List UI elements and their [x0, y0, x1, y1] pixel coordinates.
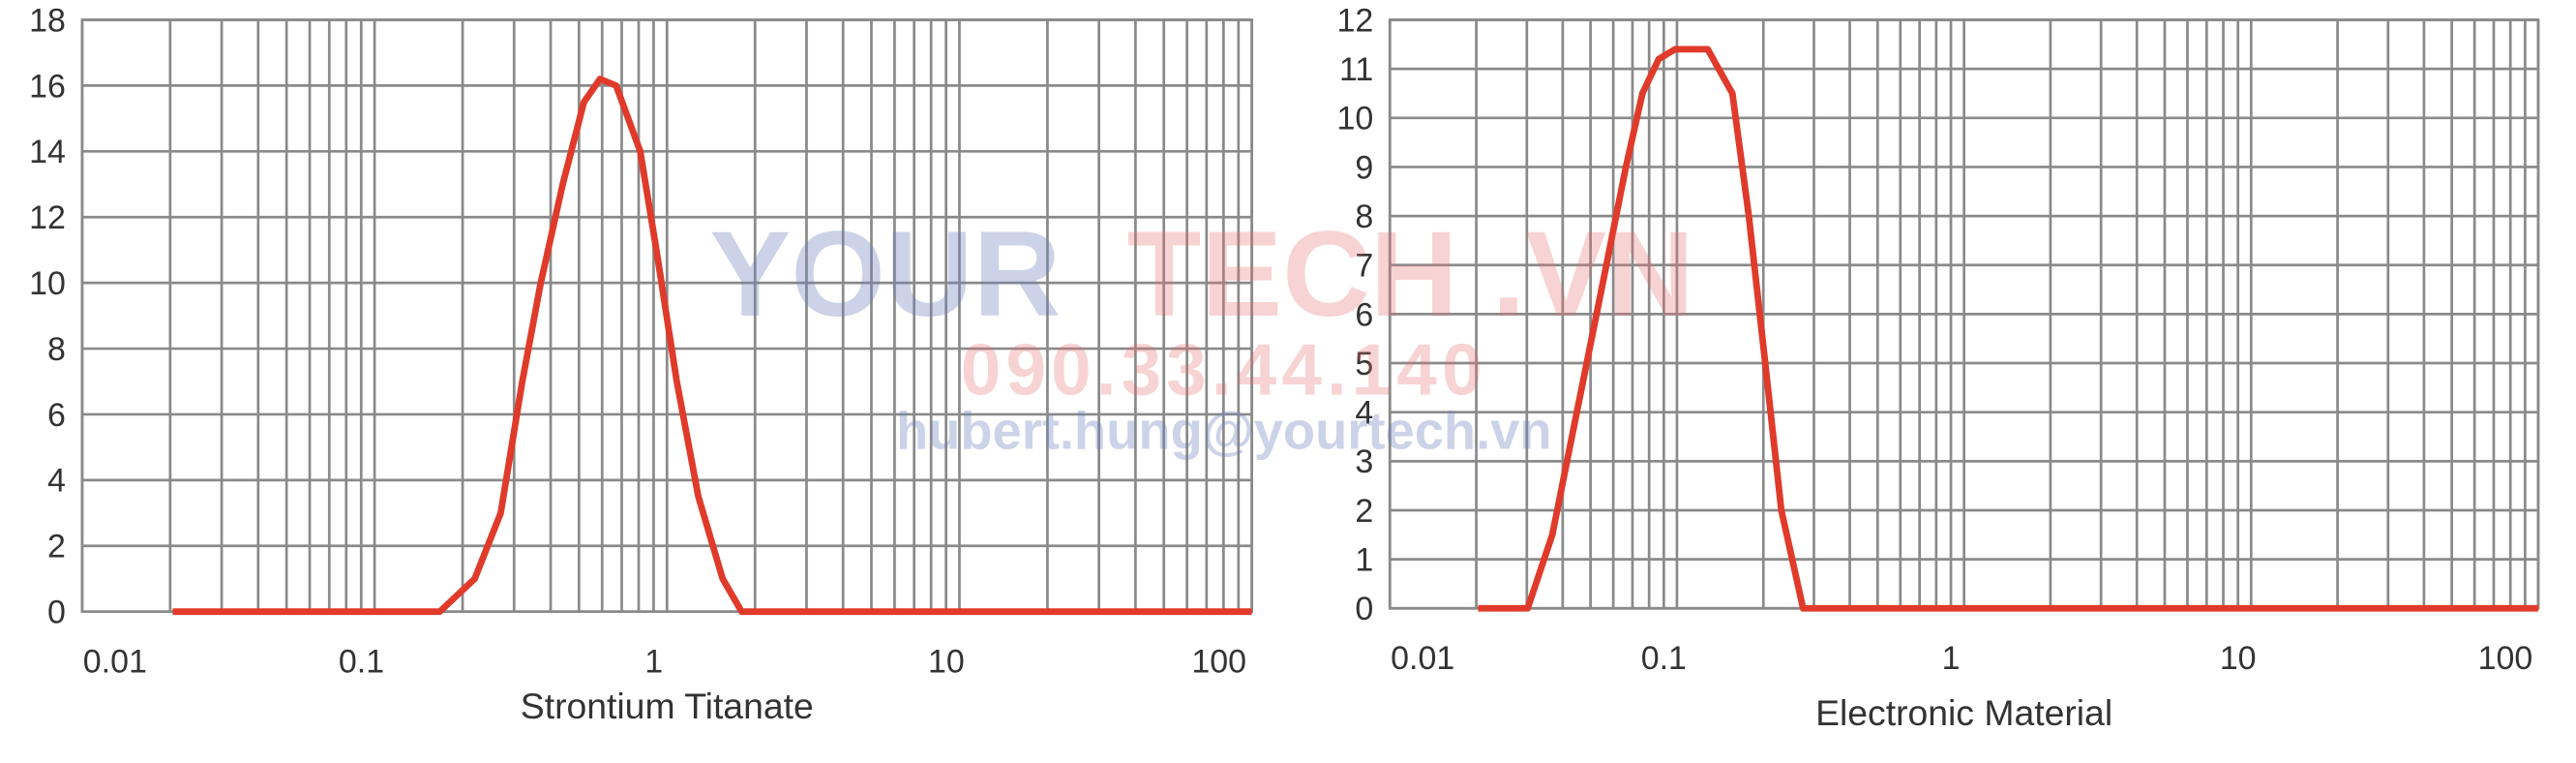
y-tick-label: 12 — [29, 199, 66, 236]
x-tick-label: 100 — [1191, 643, 1246, 680]
x-tick-label: 10 — [928, 643, 965, 680]
y-tick-label: 4 — [47, 463, 66, 500]
y-tick-label: 18 — [29, 2, 66, 39]
x-tick-label: 10 — [2220, 640, 2257, 677]
watermark-text: hubert.hung@yourtech.vn — [896, 402, 1552, 461]
x-tick-label: 0.01 — [83, 643, 147, 680]
y-tick-label: 5 — [1355, 346, 1373, 382]
chart-title: Electronic Material — [1815, 692, 2112, 733]
watermark: YOUR TECH .VN 090.33.44.140 hubert.hung@… — [709, 205, 1694, 461]
x-tick-label: 0.1 — [1641, 640, 1687, 677]
y-tick-label: 10 — [29, 265, 66, 302]
y-tick-label: 2 — [47, 529, 66, 565]
x-tick-label: 0.01 — [1391, 640, 1454, 677]
y-tick-label: 3 — [1355, 443, 1373, 480]
y-tick-label: 8 — [1355, 198, 1373, 235]
chart-title: Strontium Titanate — [521, 686, 814, 726]
y-tick-label: 7 — [1355, 248, 1373, 285]
y-tick-label: 14 — [29, 134, 66, 170]
y-tick-label: 0 — [47, 595, 66, 631]
chart: 0 2 4 6 8 10 12 14 16 18 0.01 0.1 1 10 100 Strontium Ti… — [29, 2, 1254, 726]
data-line — [1478, 46, 2538, 612]
watermark-text: TECH .VN — [1127, 205, 1694, 342]
y-tick-label: 0 — [1355, 591, 1373, 627]
x-tick-label: 0.1 — [339, 643, 384, 680]
y-tick-label: 12 — [1337, 2, 1374, 39]
y-tick-label: 9 — [1355, 149, 1373, 186]
watermark-text: YOUR — [709, 205, 1061, 342]
y-tick-label: 8 — [47, 331, 66, 368]
x-tick-label: 1 — [1942, 640, 1961, 677]
y-tick-label: 6 — [47, 397, 66, 434]
y-tick-label: 11 — [1339, 51, 1373, 88]
y-tick-label: 10 — [1337, 101, 1374, 137]
watermark-text: 090.33.44.140 — [961, 329, 1487, 411]
y-tick-label: 2 — [1355, 493, 1373, 530]
plot-border — [80, 18, 1254, 614]
x-tick-label: 1 — [644, 643, 663, 680]
x-tick-label: 100 — [2478, 640, 2533, 677]
y-tick-label: 6 — [1355, 296, 1373, 333]
y-tick-label: 16 — [29, 68, 66, 105]
data-line — [172, 76, 1252, 616]
y-tick-label: 1 — [1355, 542, 1373, 579]
y-tick-label: 4 — [1355, 395, 1373, 432]
